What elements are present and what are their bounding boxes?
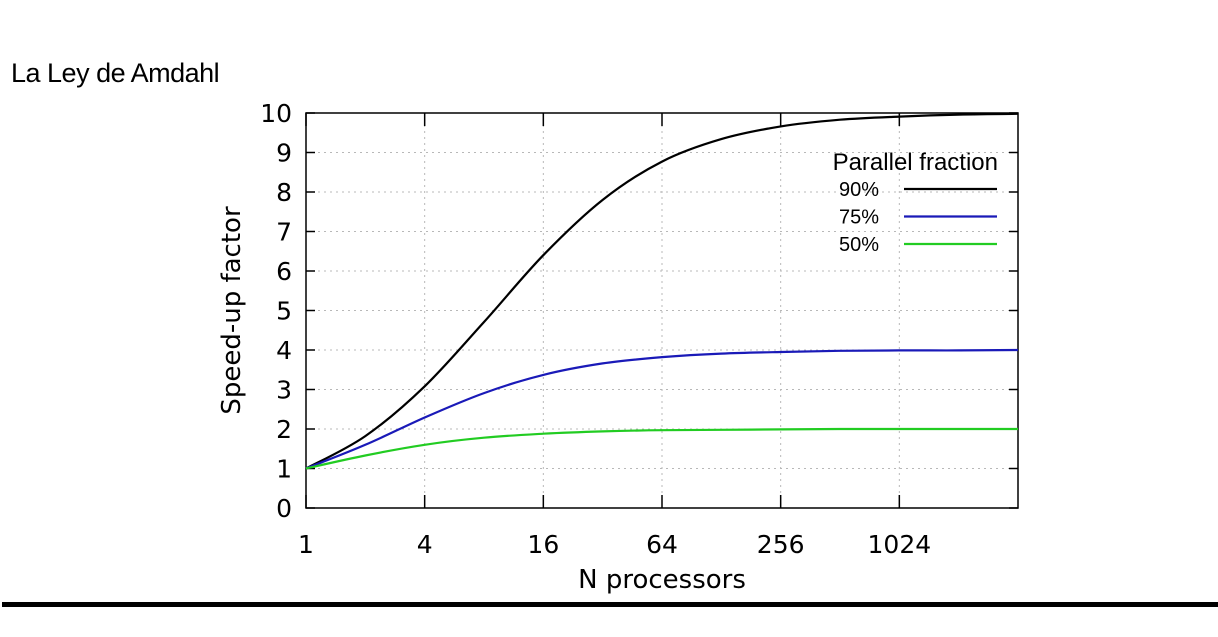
- y-tick-label: 3: [276, 376, 292, 405]
- series-line-90pct: [305, 112, 1019, 470]
- legend-label: 75%: [839, 207, 879, 229]
- x-tick-label: 1024: [868, 530, 932, 559]
- y-tick-label: 4: [276, 336, 292, 365]
- series-lines: [305, 112, 1019, 470]
- x-tick-label: 16: [527, 530, 559, 559]
- series-line-75pct: [305, 348, 1019, 470]
- y-tick-label: 5: [276, 297, 292, 326]
- legend-label: 50%: [839, 234, 879, 256]
- legend-label: 90%: [839, 179, 879, 201]
- x-tick-label: 4: [417, 530, 433, 559]
- series-line-50pct: [305, 427, 1018, 470]
- legend: Parallel fraction 90% 75% 50%: [833, 149, 998, 256]
- slide-title: La Ley de Amdahl: [11, 58, 220, 88]
- x-tick-label: 64: [646, 530, 678, 559]
- x-axis-label: N processors: [578, 565, 746, 595]
- x-tick-label: 256: [757, 530, 805, 559]
- y-tick-label: 10: [260, 99, 292, 128]
- y-tick-label: 9: [276, 139, 292, 168]
- x-tick-label: 1: [298, 530, 314, 559]
- y-tick-label: 8: [276, 178, 292, 207]
- y-tick-label: 7: [276, 218, 292, 247]
- bottom-rule: [2, 602, 1218, 607]
- y-axis-label: Speed-up factor: [217, 206, 247, 415]
- grid-lines: [306, 113, 1018, 508]
- y-tick-label: 6: [276, 257, 292, 286]
- y-tick-label: 2: [276, 415, 292, 444]
- y-tick-label: 0: [276, 494, 292, 523]
- y-tick-label: 1: [276, 455, 292, 484]
- legend-title: Parallel fraction: [833, 149, 998, 176]
